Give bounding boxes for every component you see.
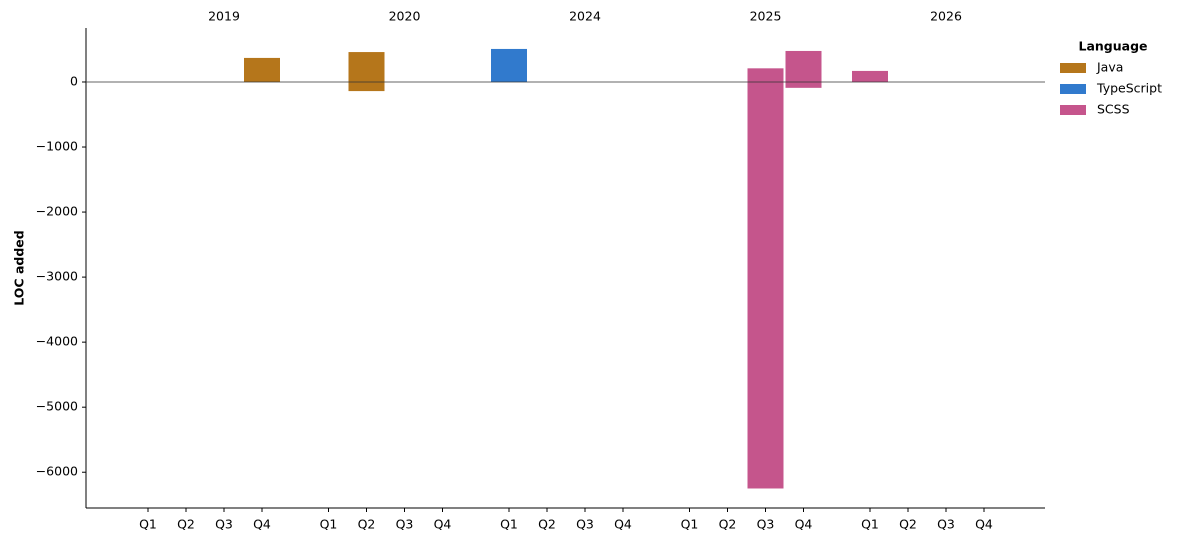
group-label: 2025 [750, 9, 782, 24]
y-tick-label: −1000 [36, 139, 78, 154]
y-axis-label: LOC added [12, 230, 27, 305]
bar [747, 68, 784, 82]
x-tick-label: Q3 [215, 517, 233, 532]
y-tick-label: −3000 [36, 269, 78, 284]
x-tick-label: Q1 [500, 517, 518, 532]
legend-swatch [1060, 105, 1086, 115]
x-tick-label: Q1 [320, 517, 338, 532]
bar [348, 81, 385, 92]
bar [785, 50, 822, 82]
x-tick-label: Q1 [861, 517, 879, 532]
x-tick-label: Q3 [937, 517, 955, 532]
x-tick-label: Q4 [614, 517, 632, 532]
group-label: 2020 [389, 9, 421, 24]
x-tick-label: Q2 [719, 517, 737, 532]
group-label: 2019 [208, 9, 240, 24]
legend-label: TypeScript [1096, 81, 1162, 96]
y-tick-label: 0 [70, 73, 78, 88]
bar [785, 81, 822, 88]
bar [348, 52, 385, 82]
bar [491, 48, 527, 82]
x-tick-label: Q4 [975, 517, 993, 532]
x-tick-label: Q1 [681, 517, 699, 532]
bar [747, 81, 784, 489]
legend-label: Java [1096, 60, 1123, 75]
group-label: 2024 [569, 9, 601, 24]
legend-swatch [1060, 63, 1086, 73]
x-tick-label: Q4 [795, 517, 813, 532]
x-tick-label: Q3 [396, 517, 414, 532]
x-tick-label: Q1 [139, 517, 157, 532]
x-tick-label: Q3 [757, 517, 775, 532]
bar [244, 57, 280, 82]
legend-label: SCSS [1097, 102, 1130, 117]
x-tick-label: Q2 [538, 517, 556, 532]
bar [852, 70, 888, 82]
x-tick-label: Q2 [358, 517, 376, 532]
y-tick-label: −2000 [36, 204, 78, 219]
x-tick-label: Q4 [253, 517, 271, 532]
group-label: 2026 [930, 9, 962, 24]
legend-title: Language [1078, 39, 1147, 54]
y-tick-label: −6000 [36, 464, 78, 479]
x-tick-label: Q4 [434, 517, 452, 532]
legend-swatch [1060, 84, 1086, 94]
x-tick-label: Q3 [576, 517, 594, 532]
y-tick-label: −4000 [36, 334, 78, 349]
x-tick-label: Q2 [899, 517, 917, 532]
y-tick-label: −5000 [36, 399, 78, 414]
x-tick-label: Q2 [177, 517, 195, 532]
